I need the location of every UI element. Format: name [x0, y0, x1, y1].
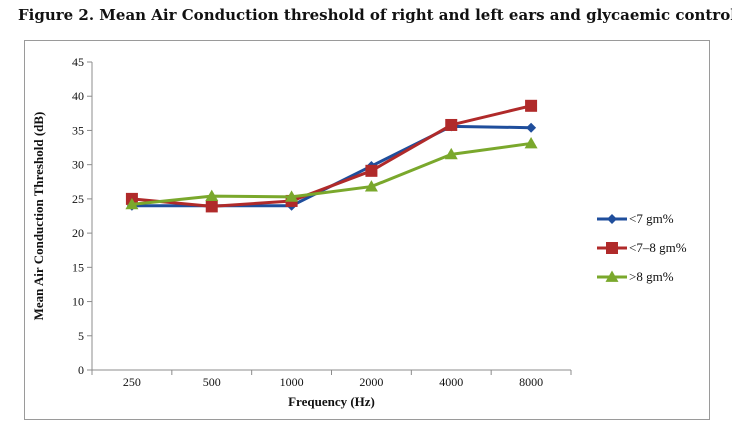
- series-2: [125, 99, 538, 213]
- series-layer: [125, 99, 538, 213]
- y-tick-label: 0: [78, 363, 84, 377]
- x-tick-label: 4000: [439, 375, 463, 389]
- y-tick-label: 15: [72, 260, 84, 274]
- y-tick-label: 20: [72, 226, 84, 240]
- legend-label: >8 gm%: [629, 269, 674, 284]
- y-tick-label: 25: [72, 192, 84, 206]
- legend-label: <7 gm%: [629, 211, 674, 226]
- data-point: [205, 189, 219, 202]
- x-tick-label: 2000: [359, 375, 383, 389]
- y-tick-label: 10: [72, 295, 84, 309]
- legend-item: <7–8 gm%: [597, 240, 687, 255]
- series-line: [131, 104, 532, 208]
- chart-frame: 0 5 10 15 20 25 30 35 40 45 250 500 1000 2000 4000 8000…: [24, 40, 710, 420]
- data-point: [444, 147, 458, 160]
- data-point: [205, 200, 218, 213]
- legend: <7 gm% <7–8 gm% >8 gm%: [597, 211, 687, 284]
- x-tick-label: 500: [203, 375, 221, 389]
- y-tick-label: 40: [72, 89, 84, 103]
- legend-swatch-marker: [606, 242, 618, 254]
- line-chart: 0 5 10 15 20 25 30 35 40 45 250 500 1000 2000 4000 8000…: [31, 55, 687, 409]
- data-point: [526, 122, 537, 133]
- legend-swatch-marker: [605, 270, 619, 282]
- data-point: [125, 197, 139, 210]
- x-tick-label: 1000: [280, 375, 304, 389]
- x-tick-label: 250: [123, 375, 141, 389]
- data-point: [445, 118, 458, 131]
- y-tick-label: 5: [78, 329, 84, 343]
- data-point: [365, 164, 378, 177]
- y-tick-label: 35: [72, 123, 84, 137]
- data-point: [364, 180, 378, 192]
- legend-label: <7–8 gm%: [629, 240, 687, 255]
- x-axis-title: Frequency (Hz): [288, 394, 375, 409]
- legend-item: >8 gm%: [597, 269, 674, 284]
- series-line: [131, 141, 532, 206]
- figure-title: Figure 2. Mean Air Conduction threshold …: [18, 6, 732, 24]
- y-tick-label: 30: [72, 158, 84, 172]
- axes: 0 5 10 15 20 25 30 35 40 45 250 500 1000 2000 4000 8000: [72, 55, 572, 389]
- data-point: [285, 190, 299, 202]
- x-tick-label: 8000: [519, 375, 543, 389]
- data-point: [525, 99, 538, 112]
- y-axis-title: Mean Air Conduction Threshold (dB): [31, 112, 46, 321]
- y-tick-label: 45: [72, 55, 84, 69]
- series-3: [125, 136, 538, 210]
- legend-item: <7 gm%: [597, 211, 674, 226]
- series-line: [131, 124, 532, 208]
- legend-swatch-marker: [607, 214, 617, 224]
- data-point: [524, 136, 538, 149]
